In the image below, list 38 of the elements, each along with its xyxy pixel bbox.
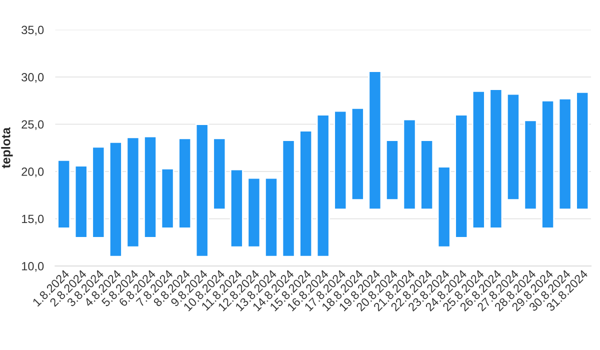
y-tick-label: 35,0 [22,26,44,36]
bar [264,177,278,258]
bar [144,136,158,238]
y-tick-label: 25,0 [22,120,44,130]
bar [385,140,399,201]
bar [212,138,226,210]
bar [437,166,451,248]
bar [489,88,503,229]
bar [299,130,313,258]
bar [160,168,174,229]
bar [576,91,590,210]
bar [178,138,192,229]
y-tick-label: 10,0 [22,262,44,272]
bar [92,146,106,238]
bar [74,165,88,238]
bar [368,70,382,210]
bar [334,110,348,210]
y-tick-label: 20,0 [22,168,44,178]
bar [316,114,330,258]
y-axis-title: teplota [1,127,13,168]
bar [282,140,296,258]
bar [230,168,244,248]
bar [108,142,122,258]
bar [506,93,520,201]
bar [558,98,572,210]
bar [524,120,538,210]
bar [454,114,468,238]
y-tick-label: 30,0 [22,73,44,83]
bar [195,124,209,258]
bar [126,136,140,248]
bar [541,100,555,229]
bar [420,140,434,210]
bar [247,177,261,248]
bar [472,90,486,229]
bar [402,118,416,210]
bar [350,107,364,201]
y-tick-label: 15,0 [22,214,44,225]
bar [57,159,71,229]
